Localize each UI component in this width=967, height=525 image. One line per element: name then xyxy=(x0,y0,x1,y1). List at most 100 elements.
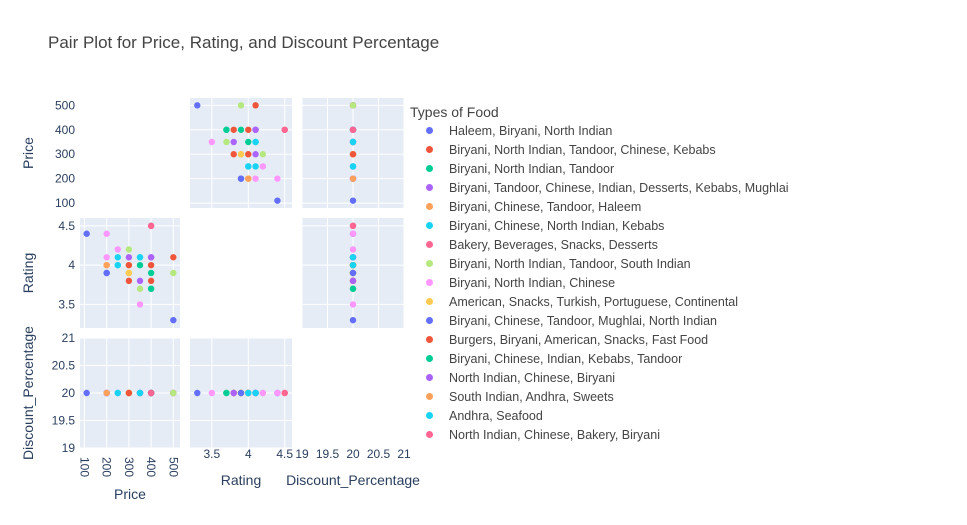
legend-item[interactable]: Haleem, Biryani, North Indian xyxy=(410,121,789,140)
data-point-series-0 xyxy=(83,389,90,397)
legend-label: Haleem, Biryani, North Indian xyxy=(449,123,613,138)
y-tick-label-Rating: 3.5 xyxy=(58,297,75,311)
data-point-series-11 xyxy=(125,261,133,269)
data-point-series-8 xyxy=(259,163,267,170)
data-point-series-16 xyxy=(147,389,155,397)
legend-item[interactable]: Biryani, Chinese, North Indian, Kebabs xyxy=(410,216,789,235)
x-axis-title-Rating: Rating xyxy=(221,472,261,488)
legend-marker-icon xyxy=(426,165,433,172)
data-point-series-2 xyxy=(237,126,245,133)
legend-item[interactable]: Andhra, Seafood xyxy=(410,406,789,425)
data-point-series-14 xyxy=(245,175,252,182)
data-point-series-15 xyxy=(349,138,357,146)
legend-item[interactable]: Biryani, Tandoor, Chinese, Indian, Desse… xyxy=(410,178,789,197)
y-tick-label-Discount_Percentage: 20 xyxy=(62,386,76,400)
data-point-series-2 xyxy=(147,269,155,277)
y-tick-label-Discount_Percentage: 19 xyxy=(62,441,76,455)
data-point-series-11 xyxy=(245,151,252,158)
data-point-series-10 xyxy=(349,269,357,277)
y-tick-label-Price: 500 xyxy=(55,98,75,112)
data-point-series-13 xyxy=(230,389,237,397)
legend-item[interactable]: Biryani, North Indian, Chinese xyxy=(410,273,789,292)
data-point-series-1 xyxy=(252,102,259,109)
data-point-series-15 xyxy=(349,163,357,170)
legend-title: Types of Food xyxy=(410,104,499,120)
legend-label: South Indian, Andhra, Sweets xyxy=(449,389,614,404)
legend-item[interactable]: American, Snacks, Turkish, Portuguese, C… xyxy=(410,292,789,311)
data-point-series-12 xyxy=(223,389,230,397)
data-point-series-11 xyxy=(349,151,357,158)
data-point-series-15 xyxy=(252,389,259,397)
legend-item[interactable]: North Indian, Chinese, Biryani xyxy=(410,368,789,387)
legend-label: Bakery, Beverages, Snacks, Desserts xyxy=(449,237,658,252)
x-tick-label-Price: 200 xyxy=(100,457,114,477)
data-point-series-1 xyxy=(245,126,252,133)
y-tick-label-Price: 100 xyxy=(55,196,75,210)
data-point-series-12 xyxy=(245,138,252,146)
legend-marker-icon xyxy=(426,336,433,343)
data-point-series-13 xyxy=(252,126,259,133)
legend-item[interactable]: Biryani, North Indian, Tandoor xyxy=(410,159,789,178)
legend-marker-icon xyxy=(426,127,433,134)
y-tick-label-Discount_Percentage: 21 xyxy=(62,331,76,345)
legend-item[interactable]: Burgers, Biryani, American, Snacks, Fast… xyxy=(410,330,789,349)
data-point-series-16 xyxy=(349,126,357,133)
data-point-series-15 xyxy=(252,138,259,146)
data-point-series-15 xyxy=(114,261,121,269)
x-tick-label-Discount_Percentage: 19 xyxy=(295,447,309,461)
data-point-series-9 xyxy=(125,269,133,277)
data-point-series-8 xyxy=(349,301,357,308)
data-point-series-15 xyxy=(136,254,144,261)
legend-label: Biryani, North Indian, Tandoor xyxy=(449,161,615,176)
data-point-series-1 xyxy=(230,151,237,158)
legend-marker-icon xyxy=(426,184,433,191)
x-tick-label-Rating: 4.5 xyxy=(276,447,293,461)
legend-item[interactable]: Bakery, Beverages, Snacks, Desserts xyxy=(410,235,789,254)
data-point-series-1 xyxy=(170,254,177,261)
x-axis-title-Price: Price xyxy=(114,486,146,502)
data-point-series-16 xyxy=(281,126,288,133)
y-tick-label-Price: 300 xyxy=(55,147,75,161)
data-point-series-0 xyxy=(349,316,357,324)
legend-item[interactable]: Biryani, Chinese, Indian, Kebabs, Tandoo… xyxy=(410,349,789,368)
legend-label: Biryani, Tandoor, Chinese, Indian, Desse… xyxy=(449,180,789,195)
x-tick-label-Price: 100 xyxy=(77,457,91,477)
data-point-series-3 xyxy=(252,151,259,158)
data-point-series-14 xyxy=(349,175,357,182)
x-tick-label-Discount_Percentage: 21 xyxy=(397,447,411,461)
legend-marker-icon xyxy=(426,298,433,305)
data-point-series-15 xyxy=(245,163,252,170)
legend-item[interactable]: Biryani, North Indian, Tandoor, South In… xyxy=(410,254,789,273)
data-point-series-0 xyxy=(83,230,90,237)
data-point-series-7 xyxy=(170,269,177,277)
y-tick-label-Discount_Percentage: 19.5 xyxy=(52,414,76,428)
legend-item[interactable]: Biryani, Chinese, Tandoor, Haleem xyxy=(410,197,789,216)
legend-label: Biryani, Chinese, Tandoor, Haleem xyxy=(449,199,642,214)
data-point-series-8 xyxy=(252,175,259,182)
data-point-series-1 xyxy=(125,277,133,285)
legend-marker-icon xyxy=(426,203,433,210)
data-point-series-8 xyxy=(103,254,110,261)
data-point-series-8 xyxy=(274,389,281,397)
x-axis-title-Discount_Percentage: Discount_Percentage xyxy=(286,472,420,488)
legend-item[interactable]: South Indian, Andhra, Sweets xyxy=(410,387,789,406)
data-point-series-7 xyxy=(223,138,230,146)
data-point-series-12 xyxy=(136,261,144,269)
legend-item[interactable]: Biryani, North Indian, Tandoor, Chinese,… xyxy=(410,140,789,159)
legend-label: American, Snacks, Turkish, Portuguese, C… xyxy=(449,294,739,309)
legend-item[interactable]: Biryani, Chinese, Tandoor, Mughlai, Nort… xyxy=(410,311,789,330)
legend-label: Biryani, North Indian, Tandoor, Chinese,… xyxy=(449,142,716,157)
data-point-series-13 xyxy=(147,254,155,261)
legend-label: Biryani, North Indian, Tandoor, South In… xyxy=(449,256,691,271)
data-point-series-11 xyxy=(125,389,133,397)
legend-marker-icon xyxy=(426,241,433,248)
data-point-series-15 xyxy=(114,389,121,397)
y-tick-label-Rating: 4.5 xyxy=(58,219,75,233)
data-point-series-12 xyxy=(349,285,357,292)
x-tick-label-Price: 300 xyxy=(122,457,136,477)
data-point-series-8 xyxy=(274,175,281,182)
y-axis-title-Rating: Rating xyxy=(20,253,36,293)
data-point-series-15 xyxy=(349,261,357,269)
legend-item[interactable]: North Indian, Chinese, Bakery, Biryani xyxy=(410,425,789,444)
